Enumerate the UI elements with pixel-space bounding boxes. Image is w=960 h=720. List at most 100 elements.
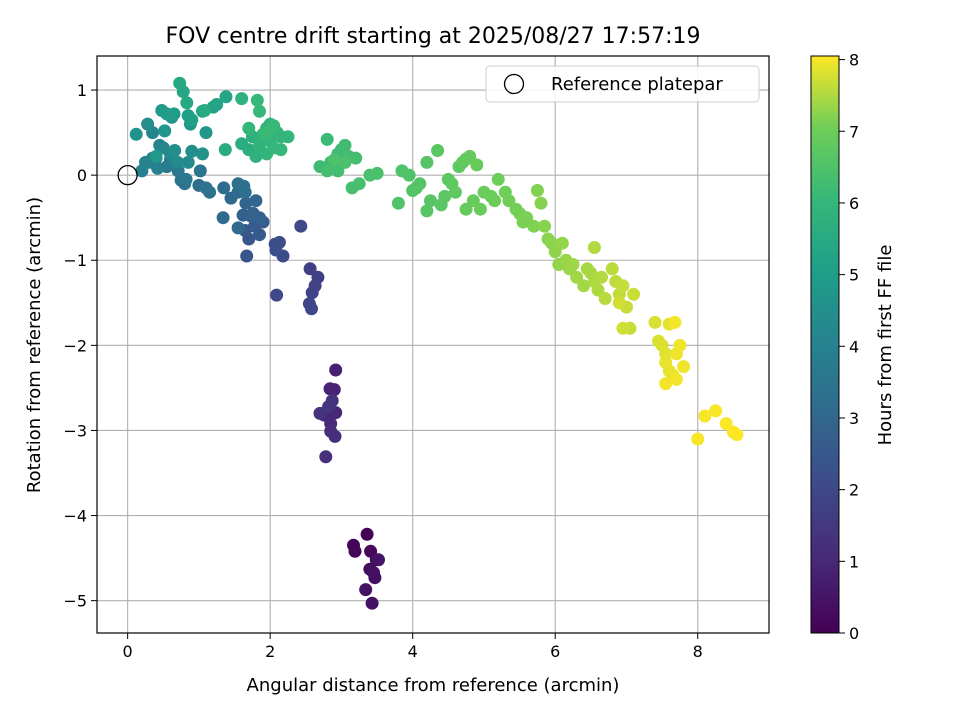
data-point: [239, 196, 253, 210]
colorbar-tick-label: 1: [849, 552, 859, 571]
data-point: [691, 432, 705, 446]
data-point: [370, 166, 384, 180]
data-point: [348, 544, 362, 558]
data-point: [236, 208, 250, 222]
x-tick-label: 2: [265, 642, 275, 661]
data-point: [181, 155, 195, 169]
data-point: [438, 189, 452, 203]
data-point: [424, 194, 437, 208]
data-point: [240, 249, 254, 263]
data-point: [270, 288, 284, 302]
data-point: [305, 286, 319, 300]
data-point: [669, 372, 683, 386]
y-tick-label: −1: [63, 251, 87, 270]
data-point: [328, 429, 342, 443]
data-point: [305, 302, 318, 316]
x-axis-ticks: 0 2 4 6 8: [123, 633, 703, 661]
data-point: [210, 98, 224, 111]
y-tick-label: −5: [63, 592, 87, 611]
data-point: [173, 76, 187, 90]
data-point: [502, 194, 516, 208]
data-point: [616, 321, 630, 335]
data-point: [409, 181, 423, 195]
data-point: [352, 177, 366, 191]
data-point: [193, 164, 207, 178]
y-axis-label: Rotation from reference (arcmin): [24, 197, 45, 493]
y-tick-label: 0: [77, 166, 87, 185]
colorbar-tick-label: 6: [849, 194, 859, 213]
reference-platepar-marker: [117, 164, 138, 186]
data-point: [402, 168, 416, 182]
data-point: [129, 127, 143, 141]
colorbar-tick-label: 0: [849, 624, 859, 643]
data-point: [365, 596, 379, 610]
colorbar-tick-label: 2: [849, 481, 859, 500]
data-point: [719, 417, 733, 431]
data-point: [587, 241, 601, 254]
data-point: [577, 279, 591, 293]
data-point: [274, 143, 288, 157]
data-point: [231, 221, 245, 235]
data-point: [534, 196, 548, 210]
data-point: [463, 149, 477, 163]
x-tick-label: 8: [693, 642, 703, 661]
data-point: [320, 132, 334, 146]
data-point: [158, 124, 172, 138]
data-point: [151, 161, 165, 175]
data-point: [269, 243, 283, 257]
reference-marker: [117, 164, 138, 186]
colorbar-tick-label: 4: [849, 337, 859, 356]
data-point: [224, 191, 238, 205]
data-point: [470, 158, 484, 172]
data-point: [231, 177, 245, 191]
data-point: [303, 262, 317, 276]
data-point: [668, 315, 682, 329]
data-point: [196, 147, 209, 161]
legend-marker-icon: [503, 73, 525, 95]
data-point: [459, 202, 473, 216]
data-point: [149, 149, 163, 163]
data-point: [359, 583, 373, 597]
data-point: [349, 151, 363, 165]
colorbar-label: Hours from first FF file: [875, 245, 896, 446]
data-point: [281, 130, 295, 144]
data-point: [260, 126, 274, 140]
data-point: [391, 196, 405, 210]
data-point: [555, 236, 569, 250]
data-point: [627, 287, 641, 301]
data-point: [420, 155, 434, 169]
colorbar-tick-label: 8: [849, 51, 859, 70]
data-point: [216, 211, 230, 225]
data-point: [659, 377, 673, 391]
data-point: [520, 211, 534, 225]
data-point: [605, 262, 619, 276]
y-tick-label: −2: [63, 336, 87, 355]
data-point: [246, 206, 260, 220]
data-point: [249, 149, 263, 163]
y-tick-label: −4: [63, 507, 87, 526]
legend-label: Reference platepar: [551, 74, 723, 95]
data-point: [250, 93, 264, 107]
data-point: [319, 450, 333, 464]
data-point: [199, 181, 213, 195]
data-point: [253, 104, 266, 118]
data-point: [179, 172, 193, 186]
data-point: [338, 155, 352, 169]
data-point: [726, 425, 740, 439]
x-axis-label: Angular distance from reference (arcmin): [247, 675, 620, 696]
plot-frame: [96, 55, 770, 634]
legend-box: [485, 65, 760, 103]
data-point: [331, 164, 345, 178]
data-point: [677, 360, 690, 374]
y-axis-ticks: 1 0 −1 −2 −3 −4 −5: [63, 81, 97, 611]
data-point: [327, 383, 341, 397]
data-point: [491, 172, 505, 186]
x-tick-label: 6: [550, 642, 560, 661]
data-point: [329, 363, 343, 377]
data-point: [673, 338, 687, 352]
data-point: [488, 194, 502, 208]
y-tick-label: −3: [63, 421, 87, 440]
data-point: [648, 315, 662, 329]
data-point: [466, 194, 480, 208]
data-point: [235, 92, 249, 106]
